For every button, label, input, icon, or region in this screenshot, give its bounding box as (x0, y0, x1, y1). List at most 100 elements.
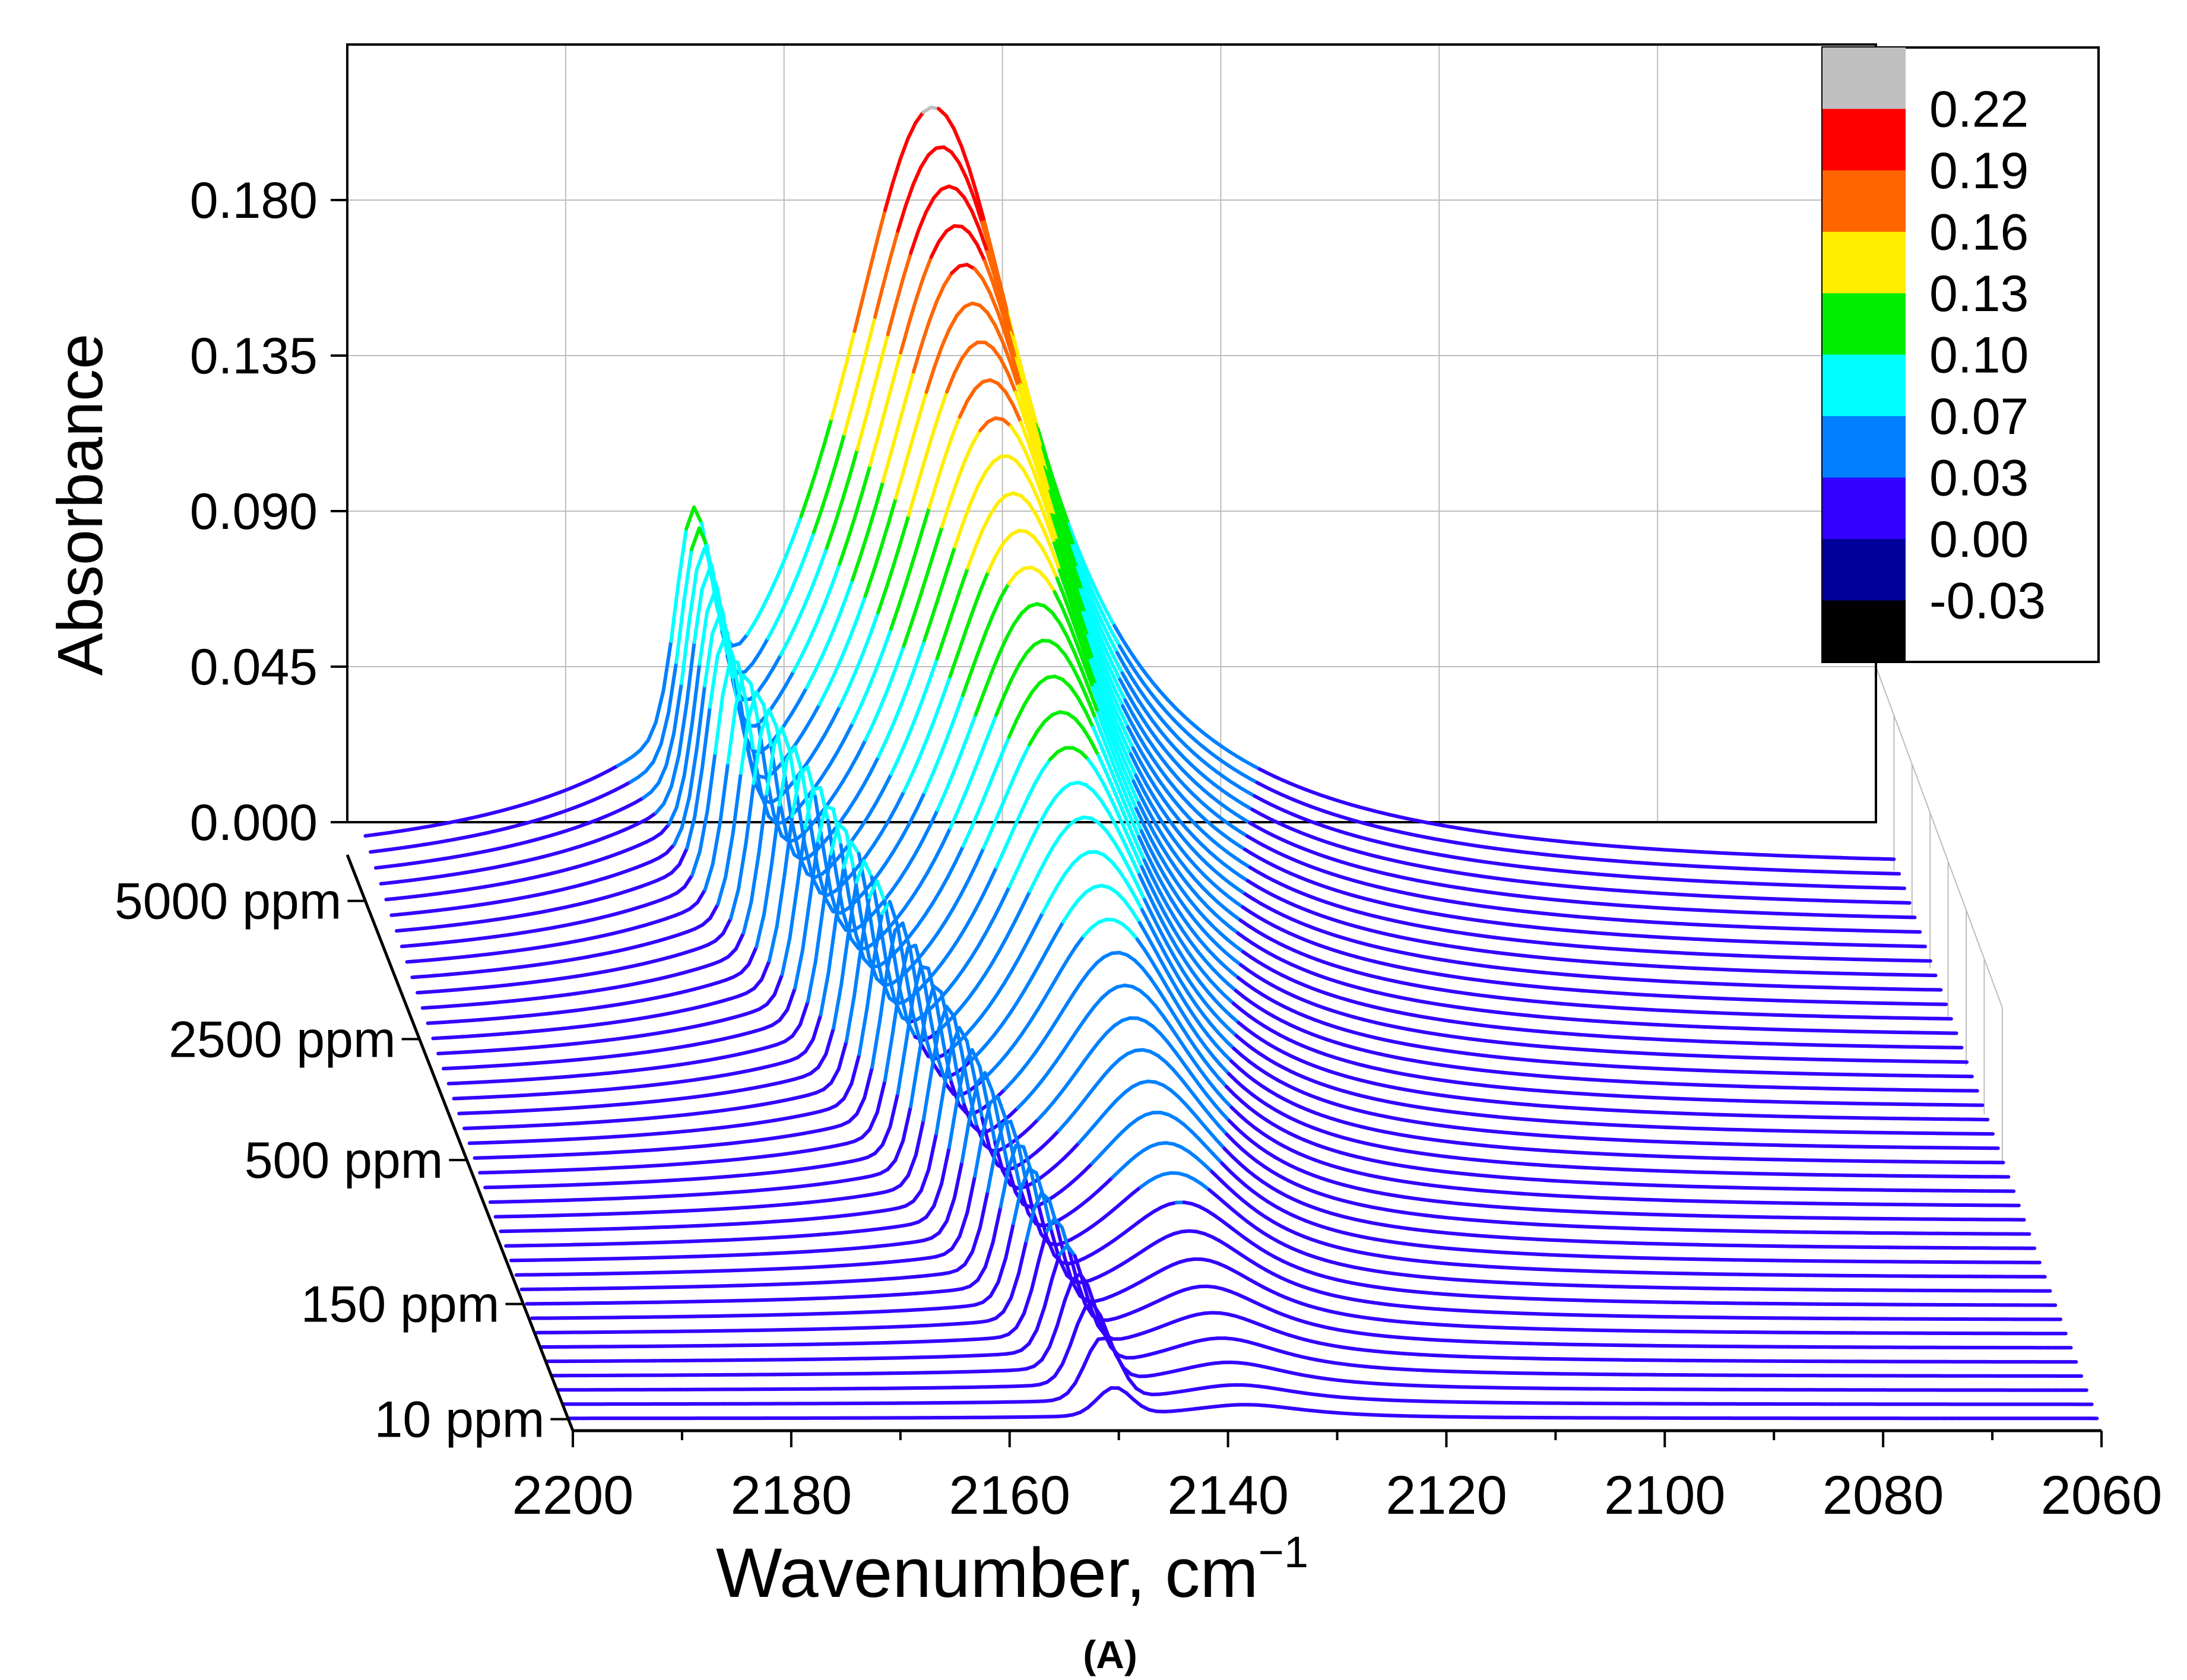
spectrum-segment (842, 404, 854, 436)
spectrum-segment (886, 496, 898, 527)
spectrum-segment (1156, 700, 1168, 713)
spectrum-segment (1005, 920, 1017, 939)
spectrum-segment (1097, 624, 1109, 645)
spectrum-segment (821, 844, 832, 892)
spectrum-segment (1029, 436, 1041, 465)
spectrum-segment (1082, 925, 1094, 938)
spectrum-segment (1099, 743, 1111, 766)
spectrum-segment (762, 861, 774, 916)
spectrum-segment (1174, 788, 1186, 801)
spectrum-segment (851, 826, 863, 841)
spectrum-segment (778, 1007, 790, 1022)
spectrum-segment (1052, 541, 1064, 568)
spectrum-segment (814, 443, 826, 473)
spectrum-segment (1067, 564, 1079, 592)
spectrum-segment (1035, 719, 1047, 734)
spectrum-segment (918, 871, 930, 887)
spectrum-segment (1026, 410, 1038, 442)
spectrum-segment (813, 905, 825, 963)
spectrum-segment (1130, 908, 1142, 925)
spectrum-segment (1082, 587, 1094, 610)
spectrum-segment (931, 1061, 943, 1077)
spectrum-segment (866, 801, 878, 818)
spectrum-segment (909, 229, 921, 255)
spectrum-segment (1112, 839, 1124, 857)
spectrum-segment (1013, 1031, 1025, 1046)
spectrum-segment (848, 616, 860, 639)
spectrum-segment (1164, 749, 1175, 762)
spectrum-segment (791, 515, 803, 540)
spectrum-segment (972, 196, 984, 224)
spectrum-segment (1028, 730, 1039, 747)
spectrum-segment (984, 772, 996, 795)
spectrum-segment (1148, 923, 1159, 942)
spectrum-segment (1061, 521, 1073, 548)
spectrum-segment (1061, 1037, 1073, 1053)
spectrum-segment (923, 901, 934, 917)
spectrum-segment (893, 276, 905, 308)
spectrum-segment (804, 530, 816, 555)
spectrum-segment (1123, 664, 1134, 681)
spectrum-segment (749, 681, 760, 727)
spectrum-segment (1078, 638, 1089, 665)
spectrum-segment (946, 978, 958, 991)
spectrum-segment (1153, 709, 1165, 723)
spectrum-segment (902, 773, 914, 793)
spectrum-segment (687, 744, 699, 798)
spectrum-segment (967, 166, 979, 196)
spectrum-segment (1166, 986, 1177, 1003)
spectrum-segment (1127, 867, 1139, 886)
spectrum-segment (942, 435, 954, 461)
spectrum-segment (909, 598, 921, 626)
spectrum-segment (1067, 588, 1079, 616)
spectrum-segment (878, 332, 890, 366)
spectrum-segment (907, 297, 918, 328)
spectrum-segment (816, 1052, 828, 1069)
spectrum-segment (715, 634, 727, 658)
spectrum-segment (684, 640, 696, 706)
spectrum-segment (1013, 905, 1024, 924)
spectrum-segment (1140, 680, 1152, 694)
spectrum-segment (785, 986, 797, 1012)
spectrum-segment (1123, 698, 1135, 717)
spectrum-segment (843, 721, 855, 740)
spectrum-segment (965, 387, 977, 403)
spectrum-segment (774, 606, 785, 626)
spectrum-segment (1041, 1028, 1053, 1044)
spectrum-segment (982, 259, 994, 283)
spectrum-segment (659, 822, 671, 835)
spectrum-segment (1131, 712, 1142, 729)
spectrum-segment (644, 760, 655, 774)
spectrum-segment (923, 773, 934, 794)
spectrum-segment (885, 928, 897, 971)
spectrum-segment (1136, 767, 1148, 785)
spectrum-segment (731, 771, 743, 834)
spectrum-segment (1149, 766, 1161, 781)
spectrum-segment (757, 792, 769, 855)
spectrum-segment (1080, 636, 1092, 663)
spectrum-segment (1182, 838, 1194, 850)
spectrum-segment (1168, 1025, 1180, 1040)
spectrum-segment (924, 984, 936, 1015)
spectrum-segment (1064, 522, 1076, 547)
spectrum-segment (928, 931, 940, 946)
spectrum-segment (1133, 958, 1145, 970)
spectrum-segment (1168, 975, 1180, 993)
spectrum-segment (917, 737, 929, 759)
spectrum-segment (982, 220, 994, 253)
spectrum-segment (870, 1019, 882, 1070)
spectrum-segment (1191, 970, 1203, 985)
spectrum-segment (898, 946, 910, 985)
spectrum-segment (1055, 576, 1067, 600)
spectrum-segment (1162, 873, 1174, 890)
spectrum-segment (1001, 532, 1013, 545)
spectrum-segment (1007, 572, 1019, 586)
spectrum-segment (955, 187, 966, 199)
spectrum-segment (1115, 714, 1127, 735)
spectrum-segment (1142, 823, 1153, 842)
spectrum-segment (842, 578, 854, 603)
spectrum-segment (917, 210, 928, 233)
spectrum-segment (1135, 882, 1146, 902)
spectrum-segment (734, 931, 746, 951)
spectrum-segment (1001, 677, 1013, 699)
